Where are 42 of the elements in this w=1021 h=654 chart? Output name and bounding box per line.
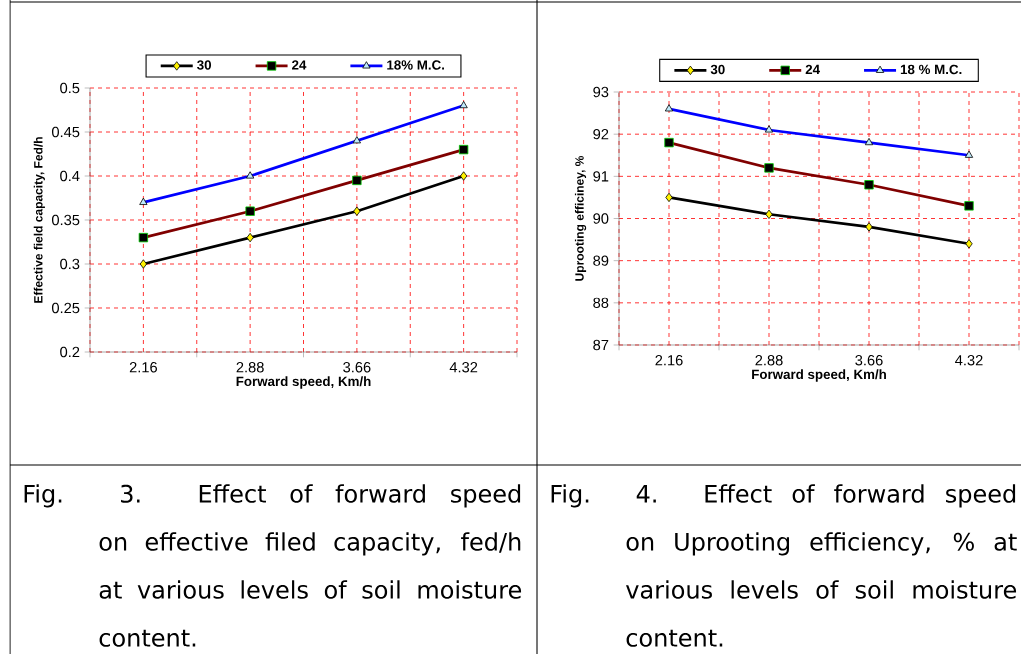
y-tick-label: 0.25 (51, 302, 80, 314)
y-tick-label: 90 (593, 213, 609, 224)
y-axis-title: Effective field capacity, Fed/h (33, 137, 45, 303)
legend-label: 18 % M.C. (900, 64, 962, 75)
y-tick-label: 0.5 (60, 82, 80, 94)
y-tick-label: 0.4 (60, 170, 80, 182)
x-tick-label: 2.88 (755, 355, 783, 366)
legend-label: 30 (197, 60, 212, 70)
legend-label: 24 (292, 60, 307, 70)
x-tick-label: 4.32 (449, 362, 478, 373)
y-tick-label: 92 (593, 128, 609, 140)
y-tick-label: 89 (593, 255, 609, 266)
legend-label: 18% M.C. (387, 60, 444, 70)
x-tick-label: 3.66 (855, 355, 883, 366)
legend-label: 30 (710, 64, 725, 75)
text: Fig. 4. Effect of forward speed on Uprooting efficiency, % at various levels of soil moisture content. (551, 484, 1017, 647)
x-tick-label: 2.16 (655, 355, 683, 366)
x-tick-label: 4.32 (955, 355, 983, 366)
text: Fig. 3. Effect of forward speed on effective filed capacity, fed/h at various levels of soil moisture content. (24, 484, 522, 647)
x-tick-label: 3.66 (343, 362, 371, 373)
x-axis-title: Forward speed, Km/h (236, 376, 371, 389)
y-tick-label: 88 (593, 297, 609, 309)
point (246, 232, 254, 243)
y-tick-label: 91 (593, 171, 609, 182)
point (965, 239, 973, 249)
y-axis-title: Uprooting efficiney, % (574, 155, 587, 281)
legend-label: 24 (805, 64, 820, 75)
x-tick-label: 2.16 (129, 362, 157, 373)
y-tick-label: 0.45 (51, 126, 80, 138)
y-tick-label: 87 (593, 339, 609, 351)
point (865, 222, 873, 232)
y-tick-label: 0.3 (60, 258, 80, 270)
y-tick-label: 93 (593, 86, 609, 98)
point (353, 206, 361, 216)
x-axis-title: Forward speed, Km/h (752, 369, 886, 382)
x-tick-label: 2.88 (236, 362, 264, 373)
y-tick-label: 0.2 (60, 346, 80, 358)
point (139, 259, 147, 269)
point (665, 192, 673, 203)
point (765, 209, 773, 219)
y-tick-label: 0.35 (51, 214, 80, 226)
point (460, 171, 468, 181)
